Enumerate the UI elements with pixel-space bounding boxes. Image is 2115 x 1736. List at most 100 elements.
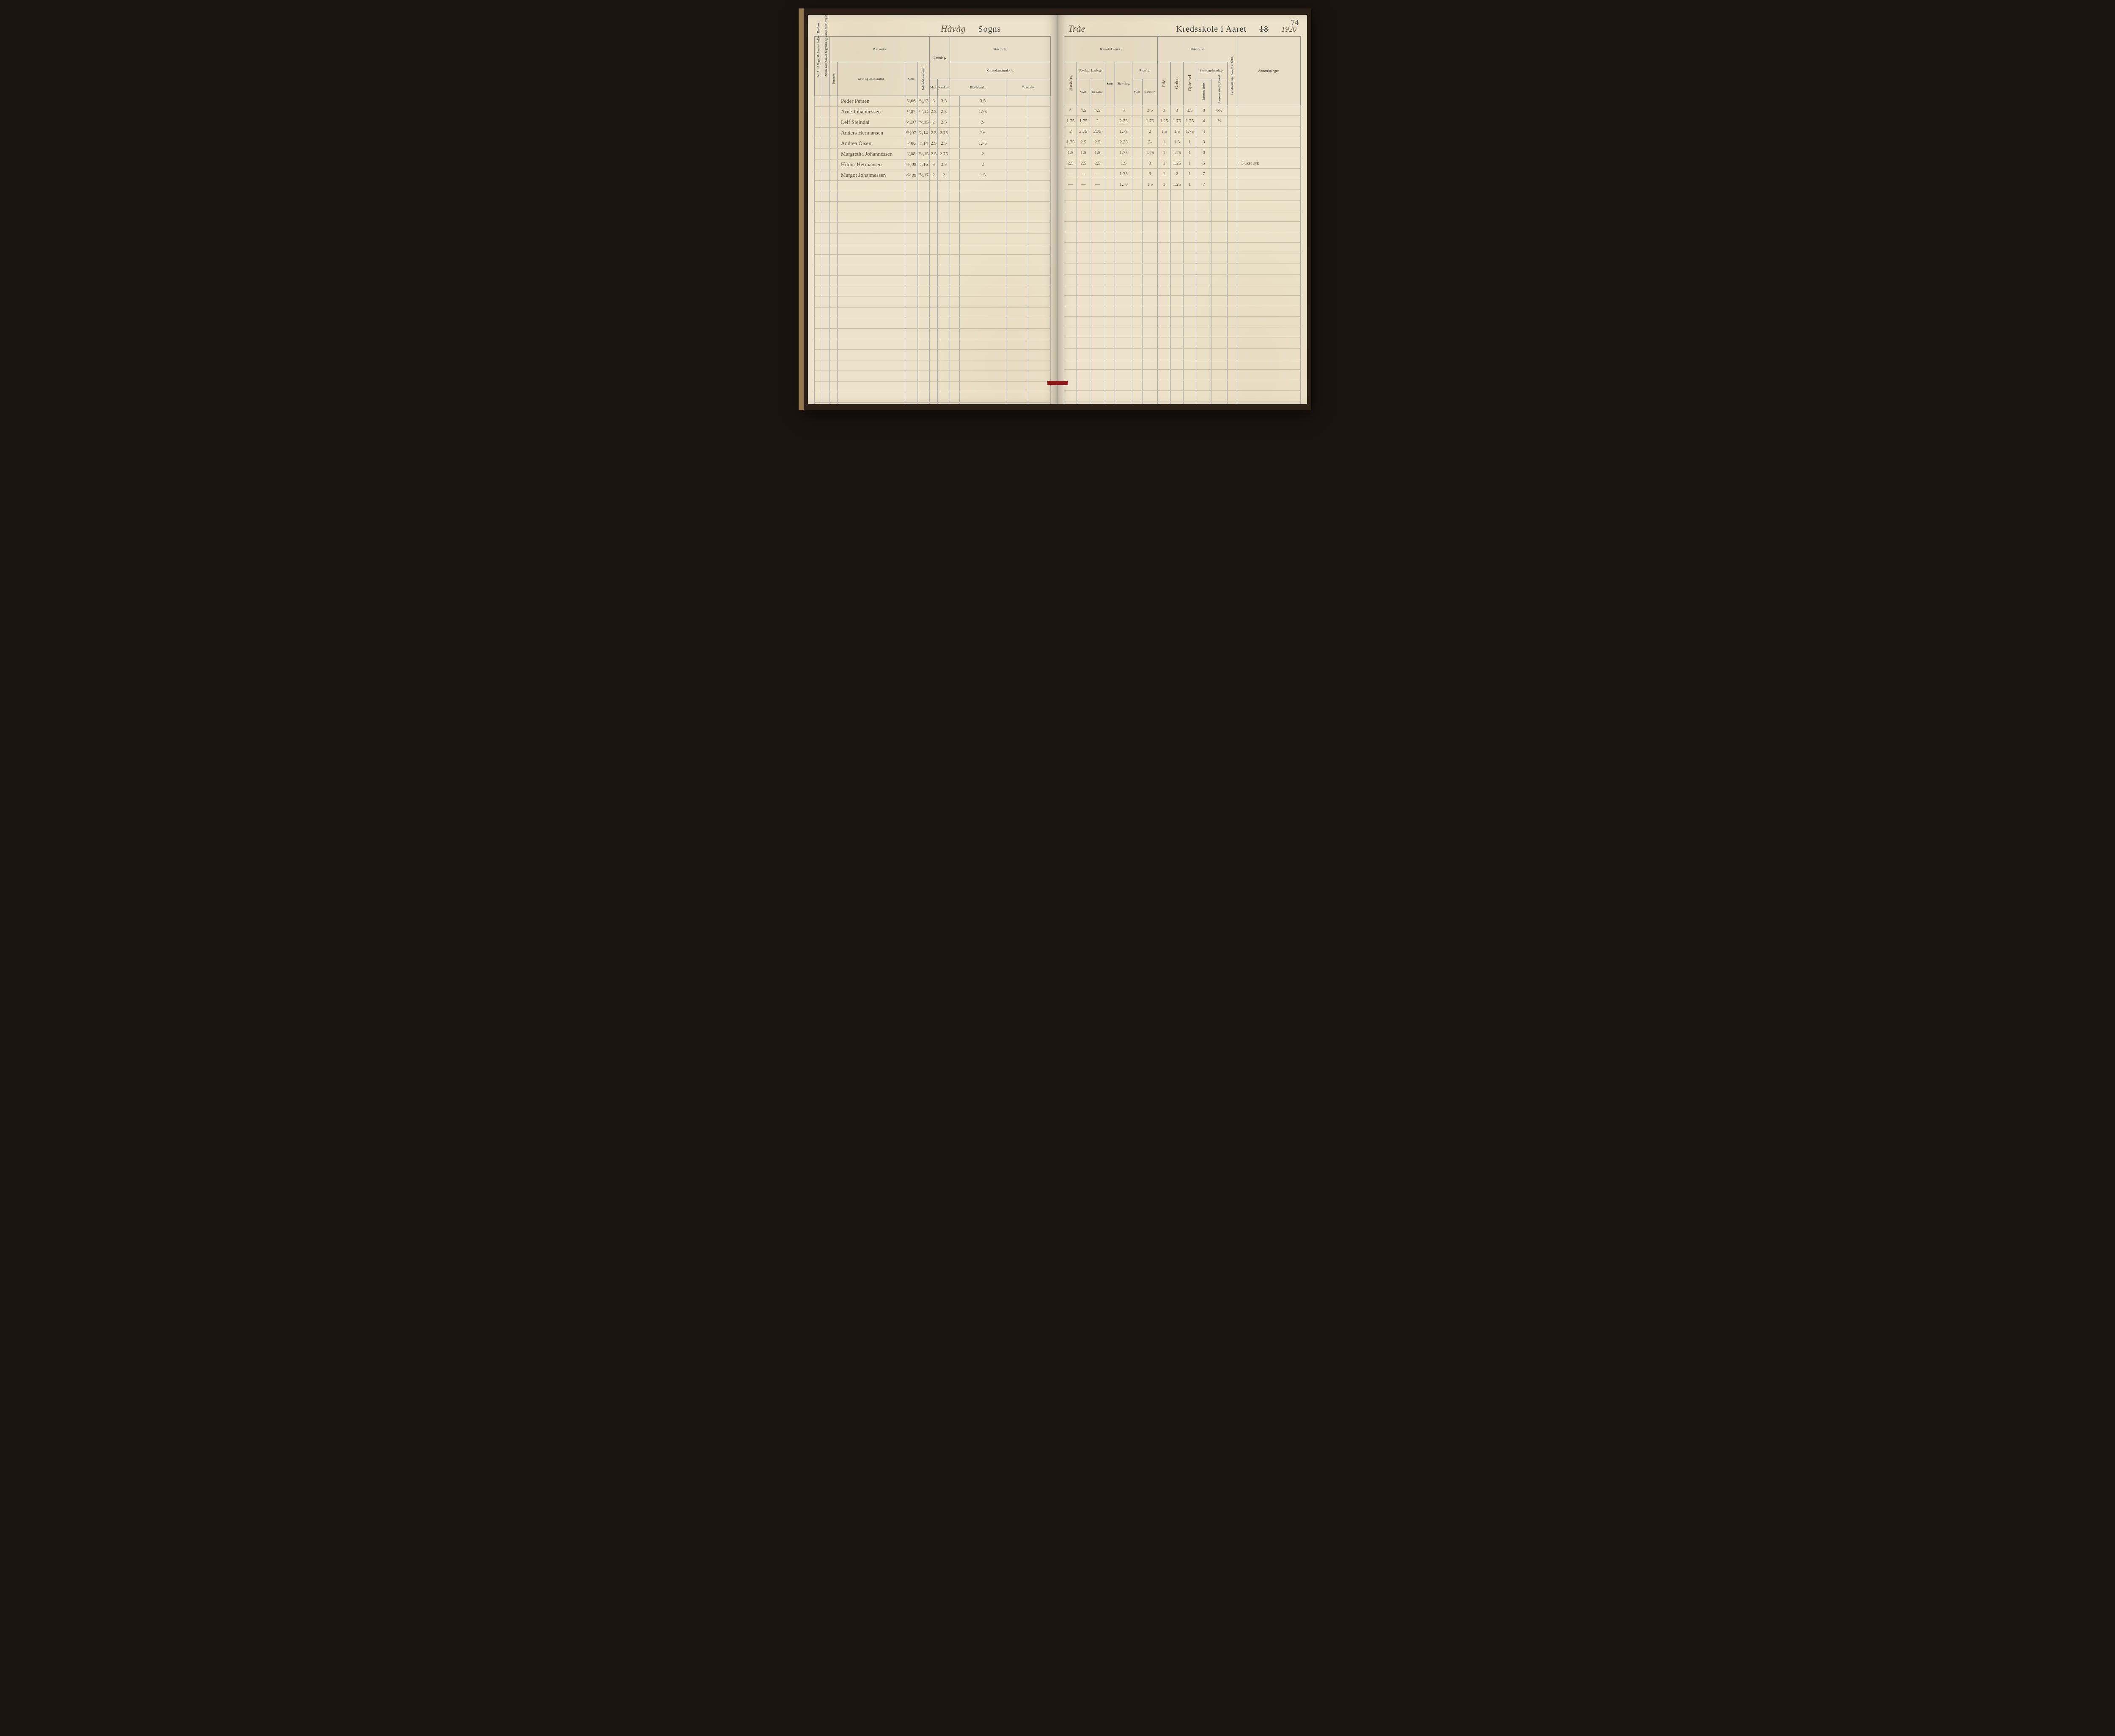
right-ledger-table: Kundskaber. Barnets Anmærkninger. Histor…	[1064, 36, 1301, 404]
cell: 4	[1064, 105, 1077, 116]
empty-row	[1064, 349, 1301, 359]
cell	[1211, 158, 1228, 169]
cell	[1211, 126, 1228, 137]
student-name: Anders Hermansen	[838, 128, 905, 138]
cell: 2	[930, 170, 938, 181]
cell: 1.25	[1170, 158, 1183, 169]
empty-row	[815, 255, 1051, 265]
empty-row	[1064, 370, 1301, 380]
cell: 3	[930, 96, 938, 107]
cell: 1	[1158, 158, 1170, 169]
col-sang: Sang.	[1105, 62, 1115, 105]
col-opfor: Opførsel	[1187, 75, 1192, 91]
cell: 0	[1196, 148, 1211, 158]
cell: 3	[1142, 158, 1157, 169]
cell: 1.25	[1183, 116, 1196, 126]
table-row: Anders Hermansen²³⁄₂07⁷⁄₄142.52.752+	[815, 128, 1051, 138]
cell: 1	[1158, 169, 1170, 179]
cell: —	[1077, 169, 1090, 179]
empty-row	[1064, 317, 1301, 327]
cell: 4.5	[1090, 105, 1105, 116]
cell-indtrae: ¹⁴⁄₄14	[917, 107, 930, 117]
empty-row	[815, 339, 1051, 350]
cell: 1	[1183, 179, 1196, 190]
cell: 1	[1183, 148, 1196, 158]
empty-row	[1064, 201, 1301, 211]
cell: 2.75	[1090, 126, 1105, 137]
cell: 2.25	[1115, 116, 1132, 126]
cell	[1211, 179, 1228, 190]
cell: ½	[1211, 116, 1228, 126]
cell: 2.5	[930, 128, 938, 138]
empty-row	[1064, 359, 1301, 370]
cell-remark	[1237, 179, 1300, 190]
table-row: 44.54.533.5333.586½	[1064, 105, 1301, 116]
col-flid: Flid	[1162, 80, 1167, 87]
cell: 2.5	[1090, 137, 1105, 148]
cell: —	[1064, 169, 1077, 179]
col-orden: Orden	[1174, 77, 1179, 89]
cell: 2.25	[1115, 137, 1132, 148]
cell: 1.25	[1170, 179, 1183, 190]
cell: 1.5	[959, 170, 1006, 181]
cell: 4.5	[1077, 105, 1090, 116]
left-table-body: Peder Persen⁷⁄₅06²²⁄₄1333.53.5Arne Johan…	[815, 96, 1051, 404]
cell: 3.5	[938, 96, 950, 107]
empty-row	[815, 360, 1051, 371]
cell: 1.75	[1115, 169, 1132, 179]
empty-row	[1064, 190, 1301, 201]
cell-indtrae: ⁷⁄₄16	[917, 159, 930, 170]
cell: 1.5	[1115, 158, 1132, 169]
student-name: Margot Johannessen	[838, 170, 905, 181]
col-navn: Navn og Opholdssted.	[838, 62, 905, 96]
cell: —	[1064, 179, 1077, 190]
cell: 2	[1064, 126, 1077, 137]
col-indtrae: Indtrædelses-datum	[922, 67, 925, 90]
cell: 1	[1183, 137, 1196, 148]
cell: 2	[1090, 116, 1105, 126]
cell: 1.25	[1142, 148, 1157, 158]
cell-alder: ³⁄₄08	[905, 149, 917, 159]
cell: 1	[1158, 179, 1170, 190]
cell-indtrae: ²⁷⁄₄17	[917, 170, 930, 181]
group-header-row-r: Kundskaber. Barnets Anmærkninger.	[1064, 37, 1301, 62]
kundskaber-group: Kundskaber.	[1064, 37, 1158, 62]
table-row: 1.751.7522.251.751.251.751.254½	[1064, 116, 1301, 126]
student-name: Hildur Hermansen	[838, 159, 905, 170]
cell	[1132, 137, 1142, 148]
cell-indtrae: ²²⁄₄13	[917, 96, 930, 107]
left-ledger-table: Det Antal Dage, Skolen skal holdes i Kre…	[814, 36, 1051, 404]
col-kar-r1: Karakter.	[1090, 79, 1105, 105]
cell	[1132, 169, 1142, 179]
sogns-label: Sogns	[978, 25, 1001, 34]
col-troes: Troeslære.	[1006, 79, 1050, 96]
empty-row	[815, 297, 1051, 308]
cell-indtrae: ²⁸⁄₅15	[917, 149, 930, 159]
col-udvalg: Udvalg af Læsbogen	[1077, 62, 1105, 79]
col-maal-1: Maal.	[930, 79, 938, 96]
cell: 3	[930, 159, 938, 170]
cell: 7	[1196, 169, 1211, 179]
cell	[1105, 105, 1115, 116]
cell: 2.5	[1064, 158, 1077, 169]
cell: 3	[1142, 169, 1157, 179]
empty-row	[815, 244, 1051, 255]
cell: 1.5	[1064, 148, 1077, 158]
cell: 1.25	[1158, 116, 1170, 126]
right-page: 7 4 Tråe Kredsskole i Aaret 18 1920 Kunds…	[1058, 15, 1307, 404]
empty-row	[815, 371, 1051, 382]
cell-remark	[1237, 148, 1300, 158]
left-page: Håvåg Sogns Det Antal Dage, Skolen skal …	[808, 15, 1058, 404]
empty-row	[815, 382, 1051, 392]
kredsskole-label: Kredsskole i Aaret	[1176, 25, 1247, 34]
right-header: Tråe Kredsskole i Aaret 18 1920	[1058, 15, 1307, 36]
cell: 2	[1170, 169, 1183, 179]
table-row: Margretha Johannessen³⁄₄08²⁸⁄₅152.52.752	[815, 149, 1051, 159]
cell: 1.5	[1170, 137, 1183, 148]
cell	[1105, 179, 1115, 190]
cell: 1.75	[1064, 137, 1077, 148]
cell: 1.5	[1090, 148, 1105, 158]
col-kar-r2: Karakter.	[1142, 79, 1157, 105]
cell: 3.5	[1142, 105, 1157, 116]
cell: 2.75	[938, 149, 950, 159]
